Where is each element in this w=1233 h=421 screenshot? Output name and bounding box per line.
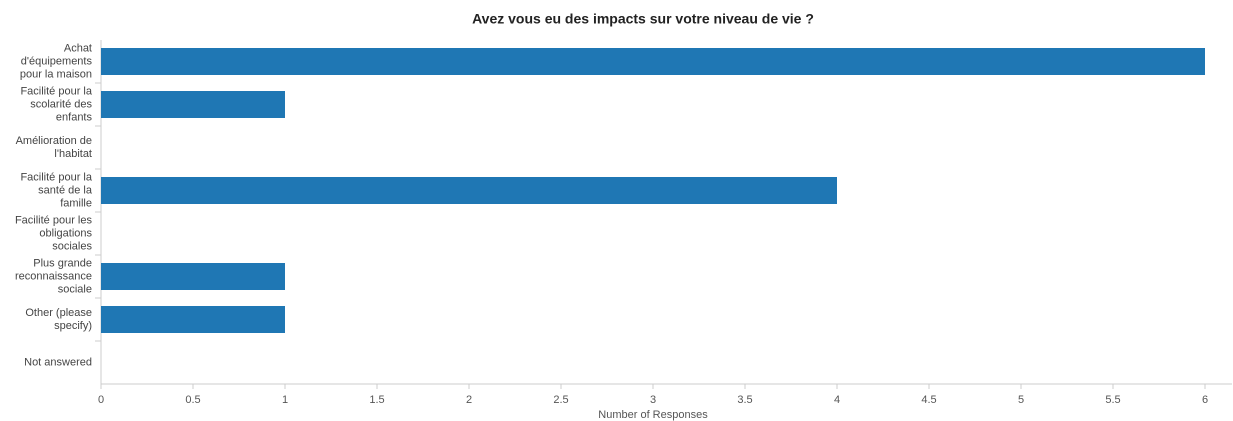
chart-title: Avez vous eu des impacts sur votre nivea… bbox=[472, 11, 814, 27]
x-tick-label: 2 bbox=[466, 394, 472, 406]
y-tick-label: Facilité pour la scolarité des enfants bbox=[20, 85, 92, 123]
x-tick-label: 6 bbox=[1202, 394, 1208, 406]
x-tick-label: 1.5 bbox=[369, 394, 384, 406]
y-tick-label: Facilité pour la santé de la famille bbox=[20, 171, 92, 209]
bar bbox=[101, 263, 285, 290]
x-tick-label: 4.5 bbox=[921, 394, 936, 406]
y-tick-label: Not answered bbox=[24, 356, 92, 368]
x-tick-label: 3.5 bbox=[737, 394, 752, 406]
x-tick-label: 3 bbox=[650, 394, 656, 406]
x-tick-label: 0 bbox=[98, 394, 104, 406]
y-tick-label: Facilité pour les obligations sociales bbox=[14, 214, 92, 252]
x-tick-label: 1 bbox=[282, 394, 288, 406]
y-tick-label: Amélioration de l'habitat bbox=[15, 134, 92, 160]
y-tick-label: Other (please specify) bbox=[25, 306, 92, 332]
x-axis-label: Number of Responses bbox=[598, 409, 708, 421]
x-tick-label: 0.5 bbox=[185, 394, 200, 406]
x-tick-label: 5.5 bbox=[1105, 394, 1120, 406]
bar bbox=[101, 91, 285, 118]
x-tick-label: 4 bbox=[834, 394, 840, 406]
bar bbox=[101, 306, 285, 333]
bar bbox=[101, 48, 1205, 75]
y-tick-label: Plus grande reconnaissance sociale bbox=[14, 257, 92, 295]
bar bbox=[101, 177, 837, 204]
x-tick-label: 2.5 bbox=[553, 394, 568, 406]
x-tick-label: 5 bbox=[1018, 394, 1024, 406]
y-tick-label: Achat d'équipements pour la maison bbox=[19, 42, 92, 80]
